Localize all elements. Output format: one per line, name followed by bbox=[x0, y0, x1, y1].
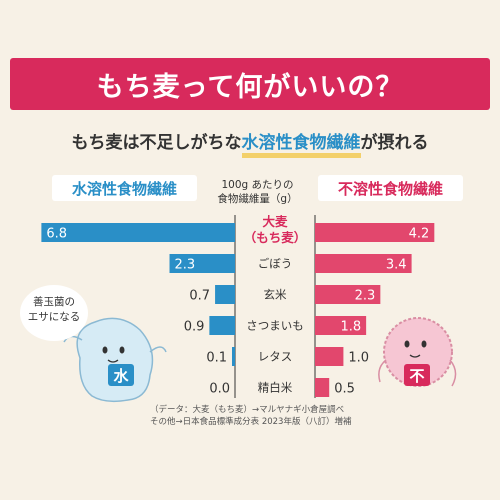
legend-soluble: 水溶性食物繊維 bbox=[52, 175, 197, 201]
legend-soluble-label: 水溶性食物繊維 bbox=[71, 179, 177, 198]
bar-soluble bbox=[209, 316, 235, 335]
category-label: ごぼう bbox=[258, 257, 293, 271]
bar-soluble bbox=[215, 285, 235, 304]
bar-insoluble bbox=[315, 347, 344, 366]
category-label: 玄米 bbox=[264, 288, 287, 302]
title-banner: もち麦って何がいいの？ bbox=[10, 58, 490, 110]
value-label-insoluble: 4.2 bbox=[409, 227, 430, 242]
value-label-insoluble: 1.8 bbox=[340, 320, 361, 335]
bar-insoluble bbox=[315, 223, 435, 242]
subtitle-prefix: もち麦は不足しがちな bbox=[71, 133, 242, 153]
legend-insoluble-label: 不溶性食物繊維 bbox=[337, 179, 443, 198]
unit-label: 100g あたりの 食物繊維量（g） bbox=[210, 178, 305, 206]
data-source-note: （データ：大麦（もち麦）→マルヤナギ小倉屋調べ その他→日本食品標準成分表 20… bbox=[150, 404, 450, 428]
chart-bars: 6.8 4.2 大麦（もち麦） 2.3 3.4 ごぼう 0.7 2.3 玄米 0.9 1.8 さつまい… bbox=[41, 214, 435, 398]
insoluble-mascot-char: 不 bbox=[409, 367, 424, 385]
category-label: 大麦 bbox=[262, 214, 288, 229]
value-label-insoluble: 2.3 bbox=[355, 289, 376, 304]
category-label: 精白米 bbox=[258, 381, 293, 395]
bar-insoluble bbox=[315, 285, 381, 304]
value-label-soluble: 0.1 bbox=[206, 351, 227, 366]
value-label-soluble: 2.3 bbox=[175, 258, 196, 273]
category-label: レタス bbox=[258, 350, 293, 364]
unit-line-1: 100g あたりの bbox=[221, 179, 294, 191]
subtitle-suffix: が摂れる bbox=[360, 133, 429, 153]
water-mascot-illustration: 水 bbox=[63, 317, 167, 403]
bubble-line-1: 善玉菌の bbox=[33, 296, 75, 308]
value-label-soluble: 6.8 bbox=[46, 227, 67, 242]
source-line-1: （データ：大麦（もち麦）→マルヤナギ小倉屋調べ bbox=[150, 405, 345, 415]
value-label-soluble: 0.7 bbox=[189, 289, 210, 304]
bar-soluble bbox=[169, 254, 235, 273]
bar-insoluble bbox=[315, 316, 367, 335]
water-mascot-char: 水 bbox=[113, 367, 129, 385]
value-label-insoluble: 0.5 bbox=[334, 382, 355, 397]
speech-bubble: 善玉菌の エサになる bbox=[20, 285, 88, 341]
value-label-soluble: 0.0 bbox=[209, 382, 230, 397]
bar-soluble bbox=[41, 223, 236, 242]
subtitle: もち麦は不足しがちな水溶性食物繊維が摂れる bbox=[0, 128, 500, 158]
bar-soluble bbox=[232, 347, 235, 366]
subtitle-highlight: 水溶性食物繊維 bbox=[241, 133, 361, 153]
bubble-line-2: エサになる bbox=[27, 311, 81, 323]
unit-line-2: 食物繊維量（g） bbox=[217, 193, 298, 205]
bar-insoluble bbox=[315, 254, 412, 273]
bar-insoluble bbox=[315, 378, 330, 397]
category-label: （もち麦） bbox=[244, 230, 307, 245]
legend-insoluble: 不溶性食物繊維 bbox=[318, 175, 463, 201]
value-label-soluble: 0.9 bbox=[184, 320, 205, 335]
source-line-2: その他→日本食品標準成分表 2023年版（八訂）増補 bbox=[150, 417, 352, 427]
insoluble-mascot-illustration: 不 bbox=[378, 317, 457, 387]
category-label: さつまいも bbox=[246, 319, 304, 333]
value-label-insoluble: 1.0 bbox=[348, 351, 369, 366]
value-label-insoluble: 3.4 bbox=[386, 258, 407, 273]
page-title: もち麦って何がいいの？ bbox=[96, 71, 404, 103]
